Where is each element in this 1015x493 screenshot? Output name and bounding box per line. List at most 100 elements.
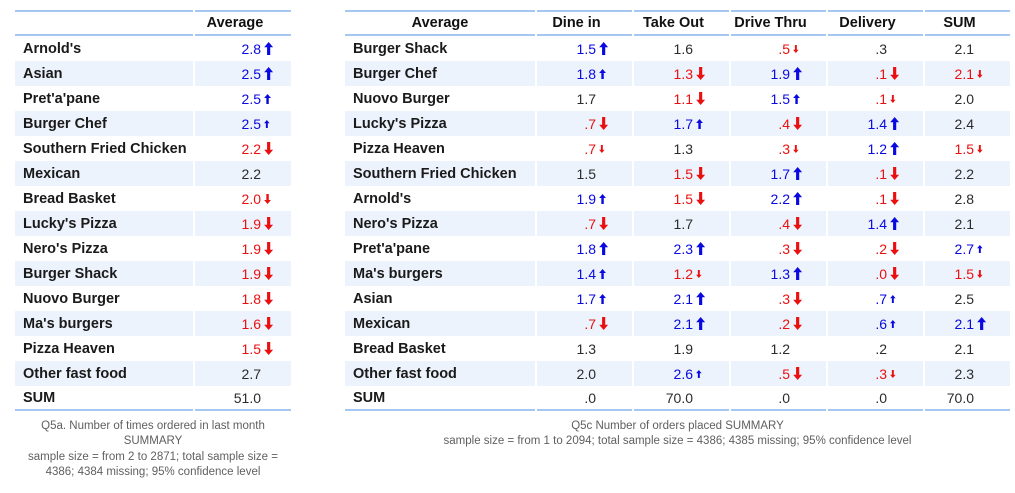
up-arrow-icon — [890, 217, 900, 230]
value-text: 1.6 — [673, 40, 693, 57]
brand-label: Nero's Pizza — [345, 211, 535, 236]
value-text: 1.7 — [770, 165, 790, 182]
value-cell: 2.1 — [925, 61, 1010, 86]
significance-arrow-slot — [599, 242, 614, 255]
significance-arrow-slot — [264, 119, 279, 128]
significance-arrow-slot — [793, 292, 808, 305]
value-text: 1.8 — [576, 65, 596, 82]
down-arrow-icon — [599, 144, 605, 153]
column-header-average: Average — [345, 10, 535, 36]
value-cell: 2.5 — [195, 61, 291, 86]
value-text: 2.6 — [673, 365, 693, 382]
brand-label: Burger Shack — [15, 261, 193, 286]
significance-arrow-slot — [890, 294, 905, 303]
value-cell: 2.0 — [925, 86, 1010, 111]
significance-arrow-slot — [890, 267, 905, 280]
value-text: 2.2 — [770, 190, 790, 207]
table-header-row: Average — [15, 10, 291, 36]
up-arrow-icon — [890, 294, 896, 303]
column-header-delivery: Delivery — [828, 10, 923, 36]
brand-label: Bread Basket — [353, 340, 446, 357]
up-arrow-icon — [696, 118, 703, 129]
up-arrow-icon — [890, 142, 900, 155]
value-cell: 1.8 — [537, 61, 632, 86]
significance-arrow-slot — [696, 118, 711, 129]
significance-arrow-slot — [264, 93, 279, 104]
column-header-dine-in: Dine in — [537, 10, 632, 36]
significance-arrow-slot — [977, 269, 992, 278]
brand-label: Other fast food — [345, 361, 535, 386]
value-text: 70.0 — [946, 389, 974, 406]
up-arrow-icon — [793, 167, 803, 180]
table-row: Nero's Pizza 1.9 — [15, 236, 291, 261]
value-text: .7 — [584, 115, 596, 132]
value-text: 1.6 — [241, 315, 261, 332]
value-text: 2.1 — [954, 340, 974, 357]
average-column-header: Average — [195, 10, 291, 36]
significance-arrow-slot — [696, 317, 711, 330]
table-row: Asian 1.7 2.1 .3 .7 2.5 — [345, 286, 1010, 311]
up-arrow-icon — [599, 42, 609, 55]
value-cell: 2.3 — [634, 236, 729, 261]
value-cell: 1.5 — [634, 161, 729, 186]
down-arrow-icon — [793, 292, 803, 305]
value-cell: 2.5 — [195, 111, 291, 136]
value-text: .7 — [875, 290, 887, 307]
significance-arrow-slot — [599, 193, 614, 204]
brand-label: Burger Shack — [353, 40, 448, 57]
significance-arrow-slot — [264, 242, 279, 255]
table-row: Arnold's 2.8 — [15, 36, 291, 61]
table-header-row: Average Dine in Take Out Drive Thru Delivery… — [345, 10, 1010, 36]
table-row: Burger Chef 2.5 — [15, 111, 291, 136]
down-arrow-icon — [696, 167, 706, 180]
value-text: 1.5 — [673, 190, 693, 207]
significance-arrow-slot — [599, 42, 614, 55]
table-body: Arnold's 2.8 Asian 2.5 Pret'a'pane 2.5 Burger … — [15, 36, 291, 411]
value-cell: 1.5 — [634, 186, 729, 211]
value-cell: 1.7 — [634, 211, 729, 236]
significance-arrow-slot — [977, 244, 992, 253]
value-cell: 1.3 — [537, 336, 632, 361]
significance-arrow-slot — [890, 167, 905, 180]
value-cell: 1.7 — [634, 111, 729, 136]
value-text: 1.7 — [576, 90, 596, 107]
down-arrow-icon — [696, 192, 706, 205]
significance-arrow-slot — [599, 68, 614, 79]
value-text: .3 — [778, 140, 790, 157]
significance-arrow-slot — [696, 369, 711, 378]
value-text: 2.0 — [241, 190, 261, 207]
up-arrow-icon — [264, 67, 274, 80]
table-row: Southern Fried Chicken 1.5 1.5 1.7 .1 2.2 — [345, 161, 1010, 186]
value-text: 2.3 — [673, 240, 693, 257]
value-cell: .7 — [537, 211, 632, 236]
value-text: .5 — [778, 365, 790, 382]
significance-arrow-slot — [696, 167, 711, 180]
table-row: Nuovo Burger 1.8 — [15, 286, 291, 311]
table-row: Arnold's 1.9 1.5 2.2 .1 2.8 — [345, 186, 1010, 211]
down-arrow-icon — [793, 367, 803, 380]
up-arrow-icon — [793, 267, 803, 280]
significance-arrow-slot — [890, 217, 905, 230]
value-cell: 2.1 — [925, 336, 1010, 361]
value-text: 1.5 — [954, 140, 974, 157]
significance-arrow-slot — [264, 42, 279, 55]
value-cell: .0 — [537, 386, 632, 411]
significance-arrow-slot — [264, 317, 279, 330]
value-cell: 70.0 — [925, 386, 1010, 411]
value-text: 2.2 — [954, 165, 974, 182]
significance-arrow-slot — [599, 268, 614, 279]
table-row: Burger Shack 1.5 1.6 .5 .3 2.1 — [345, 36, 1010, 61]
value-text: .1 — [875, 165, 887, 182]
value-text: 1.9 — [241, 265, 261, 282]
value-text: .7 — [584, 140, 596, 157]
value-cell: .1 — [828, 161, 923, 186]
table-row: Pret'a'pane 2.5 — [15, 86, 291, 111]
table-row: Lucky's Pizza .7 1.7 .4 1.4 2.4 — [345, 111, 1010, 136]
value-text: 1.7 — [576, 290, 596, 307]
significance-arrow-slot — [696, 192, 711, 205]
up-arrow-icon — [696, 292, 706, 305]
value-text: .4 — [778, 215, 790, 232]
caption-line: SUMMARY — [123, 435, 183, 448]
significance-arrow-slot — [793, 167, 808, 180]
value-text: 70.0 — [665, 389, 693, 406]
